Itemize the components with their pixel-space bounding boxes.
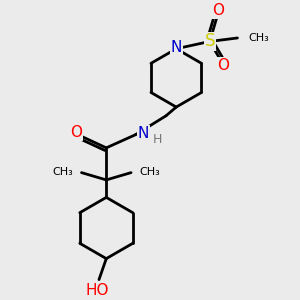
Text: O: O bbox=[212, 3, 224, 18]
Text: CH₃: CH₃ bbox=[140, 167, 160, 177]
Text: N: N bbox=[138, 126, 149, 141]
Text: CH₃: CH₃ bbox=[52, 167, 73, 177]
Text: CH₃: CH₃ bbox=[248, 33, 269, 43]
Text: S: S bbox=[205, 32, 215, 50]
Text: O: O bbox=[70, 125, 83, 140]
Text: O: O bbox=[218, 58, 230, 73]
Text: HO: HO bbox=[85, 283, 109, 298]
Text: N: N bbox=[170, 40, 182, 55]
Text: H: H bbox=[152, 134, 162, 146]
